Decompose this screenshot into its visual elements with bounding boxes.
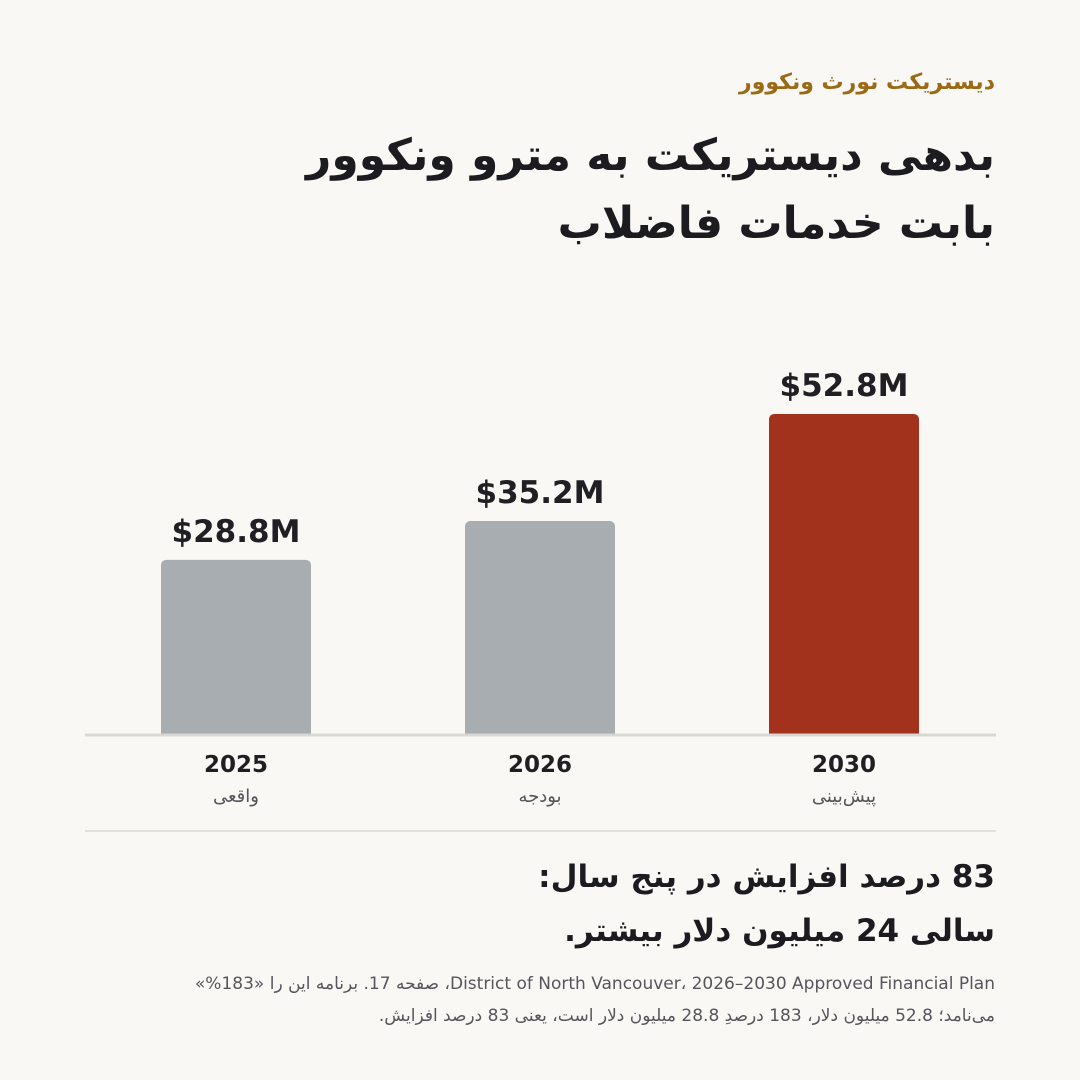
takeaway-line-2: سالی 24 میلیون دلار بیشتر. (564, 913, 995, 949)
source-line-2: می‌نامد؛ 52.8 میلیون دلار، 183 درصدِ 28.… (378, 1006, 995, 1026)
value-label-2026: $35.2M (476, 475, 605, 511)
bar-2026 (465, 520, 615, 735)
category-label-2026: 2026 (508, 752, 572, 778)
takeaway-line-1: 83 درصد افزایش در پنج سال: (538, 859, 995, 895)
value-label-2025: $28.8M (172, 514, 301, 550)
category-sublabel-2025: واقعی (213, 786, 259, 807)
category-label-2030: 2030 (812, 752, 876, 778)
page-title: بدهی دیستریکت به مترو ونکوور بابت خدمات … (235, 122, 995, 258)
category-sublabel-2030: پیش‌بینی (812, 786, 876, 807)
eyebrow-label: دیستریکت نورث ونکوور (739, 70, 995, 95)
title-line-1: بدهی دیستریکت به مترو ونکوور (306, 130, 995, 181)
title-line-2: بابت خدمات فاضلاب (557, 198, 995, 249)
takeaway-text: 83 درصد افزایش در پنج سال: سالی 24 میلیو… (195, 850, 995, 958)
bar-2025 (161, 559, 311, 735)
category-sublabel-2026: بودجه (518, 786, 561, 807)
bar-2030 (769, 413, 919, 735)
source-note: District of North Vancouver، 2026–2030 A… (125, 968, 995, 1032)
source-line-1: District of North Vancouver، 2026–2030 A… (194, 974, 995, 994)
category-label-2025: 2025 (204, 752, 268, 778)
divider (85, 830, 996, 832)
value-label-2030: $52.8M (780, 368, 909, 404)
